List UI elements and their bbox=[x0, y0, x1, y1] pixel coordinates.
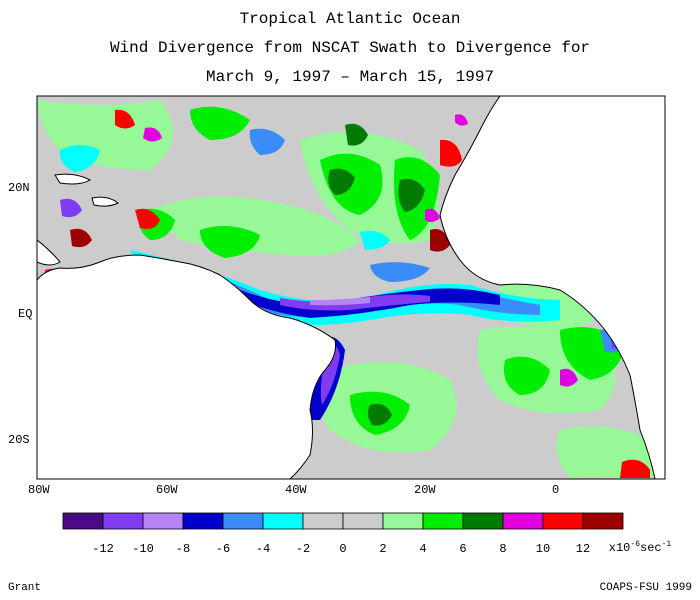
colorbar-swatch bbox=[62, 512, 104, 530]
map-border bbox=[36, 95, 666, 480]
colorbar-tick-label: -8 bbox=[175, 542, 191, 556]
colorbar-tick-label: -12 bbox=[92, 542, 114, 556]
colorbar-tick-label: 12 bbox=[575, 542, 591, 556]
colorbar-swatch bbox=[542, 512, 584, 530]
title-line-2: Wind Divergence from NSCAT Swath to Dive… bbox=[109, 39, 591, 57]
colorbar-tick-label: -6 bbox=[215, 542, 231, 556]
land-masses bbox=[37, 96, 665, 479]
colorbar-tick-label: -10 bbox=[132, 542, 154, 556]
lat-label-20n: 20N bbox=[8, 181, 30, 195]
footer-credit: COAPS-FSU 1999 bbox=[599, 582, 692, 594]
colorbar-swatch bbox=[582, 512, 624, 530]
divergence-field bbox=[37, 100, 660, 478]
colorbar-tick-label: 8 bbox=[499, 542, 507, 556]
colorbar-swatch bbox=[382, 512, 424, 530]
colorbar-tick-label: 0 bbox=[339, 542, 347, 556]
colorbar-tick-label: -4 bbox=[255, 542, 271, 556]
colorbar-swatch bbox=[182, 512, 224, 530]
lon-label-80w: 80W bbox=[28, 483, 50, 497]
colorbar-swatch bbox=[142, 512, 184, 530]
africa-land bbox=[439, 96, 665, 479]
footer-author: Grant bbox=[8, 582, 42, 594]
colorbar-unit: x10-6sec-1 bbox=[608, 540, 672, 555]
central-america-land bbox=[37, 239, 61, 266]
title-line-1: Tropical Atlantic Ocean bbox=[239, 10, 461, 28]
lon-label-0: 0 bbox=[552, 483, 560, 497]
colorbar-tick-label: 4 bbox=[419, 542, 427, 556]
lat-label-20s: 20S bbox=[8, 433, 30, 447]
lon-label-40w: 40W bbox=[285, 483, 307, 497]
colorbar-tick-label: 10 bbox=[535, 542, 551, 556]
colorbar-swatch bbox=[422, 512, 464, 530]
colorbar-swatch bbox=[222, 512, 264, 530]
colorbar bbox=[62, 512, 624, 530]
lat-label-eq: EQ bbox=[18, 307, 33, 321]
lon-label-60w: 60W bbox=[156, 483, 178, 497]
colorbar-swatch bbox=[302, 512, 344, 530]
colorbar-swatch bbox=[502, 512, 544, 530]
lon-label-20w: 20W bbox=[414, 483, 436, 497]
title-line-3: March 9, 1997 – March 15, 1997 bbox=[205, 68, 495, 86]
colorbar-tick-label: -2 bbox=[295, 542, 311, 556]
colorbar-swatch bbox=[102, 512, 144, 530]
colorbar-swatch bbox=[462, 512, 504, 530]
colorbar-tick-label: 6 bbox=[459, 542, 467, 556]
colorbar-swatch bbox=[342, 512, 384, 530]
cuba-island bbox=[54, 173, 92, 185]
colorbar-swatch bbox=[262, 512, 304, 530]
hispaniola-island bbox=[91, 196, 119, 207]
south-america-land bbox=[37, 254, 336, 479]
colorbar-tick-label: 2 bbox=[379, 542, 387, 556]
